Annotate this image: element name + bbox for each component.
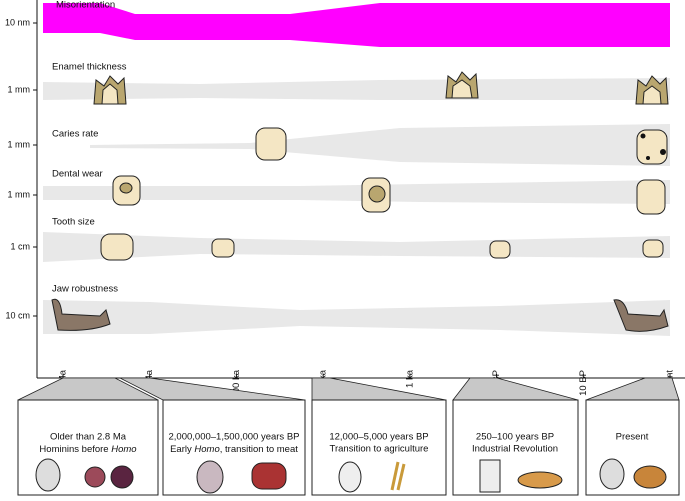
row-label: Jaw robustness [52, 284, 118, 295]
caption-part: Homo [111, 444, 136, 455]
caption-part: Early [170, 444, 194, 455]
row-label: Dental wear [52, 169, 103, 180]
period-date: 2,000,000–1,500,000 years BP [169, 432, 300, 443]
scale-label: 1 cm [10, 241, 30, 251]
row-label: Misorientation [56, 0, 115, 11]
caption-part: Homo [194, 444, 219, 455]
tooth-icons [51, 71, 669, 332]
caption-part: Hominins before [39, 444, 111, 455]
misorientation-band [43, 3, 670, 47]
x-tick-label: 10 BP [578, 370, 589, 396]
variation-bands [43, 3, 670, 336]
x-tick-label: 1 ka [404, 369, 415, 388]
scale-label: 1 mm [8, 189, 31, 199]
scale-label: 1 mm [8, 139, 31, 149]
row-label: Tooth size [52, 217, 95, 228]
x-tick-label: 100 ka [231, 369, 242, 398]
connectors [17, 377, 680, 401]
scale-label: 1 mm [8, 84, 31, 94]
period-date: Older than 2.8 Ma [50, 432, 127, 443]
scale-ticks [33, 22, 37, 317]
period-caption: Early Homo, transition to meat [170, 444, 298, 455]
caption-part: , transition to meat [220, 444, 299, 455]
row-labels: Misorientation Enamel thickness Caries r… [5, 0, 127, 320]
period-caption: Transition to agriculture [330, 444, 429, 455]
scale-label: 10 nm [5, 17, 30, 27]
row-label: Caries rate [52, 129, 98, 140]
scale-label: 10 cm [5, 310, 30, 320]
period-date: 12,000–5,000 years BP [329, 432, 428, 443]
period-date: Present [616, 432, 649, 443]
row-label: Enamel thickness [52, 62, 127, 73]
period-caption: Industrial Revolution [472, 444, 558, 455]
period-date: 250–100 years BP [476, 432, 554, 443]
period-caption: Hominins before Homo [39, 444, 136, 455]
period-illustrations [35, 458, 667, 494]
